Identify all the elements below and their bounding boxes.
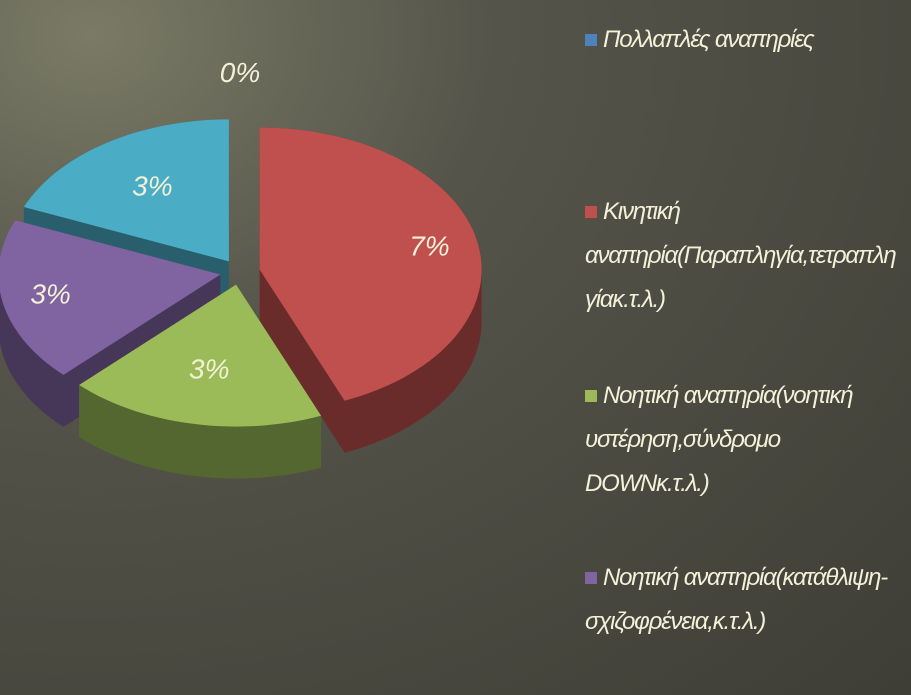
value-label: 0% [220,57,260,88]
legend-label: Πολλαπλές αναπηρίες [603,26,815,53]
legend-label: Νοητική αναπηρία(κατάθλιψη-σχιζοφρένεια,… [585,564,888,635]
legend-swatch [585,572,597,584]
legend-entry: Νοητική αναπηρία(κατάθλιψη-σχιζοφρένεια,… [585,556,903,644]
legend-label: Κινητική αναπηρία(Παραπληγία,τετραπληγία… [585,198,897,313]
legend-swatch [585,34,597,46]
slice [0,220,221,375]
legend-entry: Πολλαπλές αναπηρίες [585,18,903,62]
legend-swatch [585,390,597,402]
value-label: 3% [189,353,229,384]
legend-label: Νοητική αναπηρία(νοητική υστέρηση,σύνδρο… [585,382,854,497]
slice [259,127,482,401]
slice [23,119,229,262]
legend-entry: Νοητική αναπηρία(νοητική υστέρηση,σύνδρο… [585,374,903,506]
value-label: 3% [30,278,70,309]
legend-swatch [585,206,597,218]
slice [79,284,322,427]
chart: 0% 7% 3% 3% 3% [0,57,482,479]
value-label: 7% [409,230,449,261]
value-label: 3% [132,171,172,202]
legend-entry: Κινητική αναπηρία(Παραπληγία,τετραπληγία… [585,190,903,322]
